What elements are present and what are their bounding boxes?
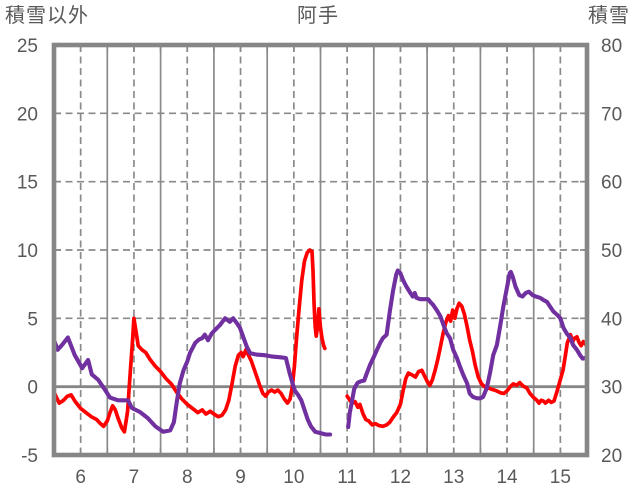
x-tick-label: 10 [283, 467, 304, 488]
x-tick-label: 14 [496, 467, 518, 488]
series-snow-depth-line [54, 316, 333, 437]
y-left-tick-label: 0 [27, 378, 38, 399]
chart-title: 阿手 [297, 5, 339, 27]
x-tick-label: 15 [550, 467, 571, 488]
y-right-tick-label: 20 [601, 446, 622, 467]
x-tick-label: 9 [235, 467, 246, 488]
x-tick-label: 12 [390, 467, 411, 488]
right-axis-title: 積雪 [588, 5, 630, 27]
x-tick-label: 7 [129, 467, 140, 488]
x-tick-label: 13 [443, 467, 464, 488]
y-left-tick-label: 20 [17, 104, 38, 125]
x-tick-label: 8 [182, 467, 193, 488]
y-left-tick-label: 25 [17, 36, 38, 57]
x-tick-label: 6 [75, 467, 86, 488]
left-axis-title: 積雪以外 [5, 5, 89, 27]
y-left-tick-label: 5 [27, 309, 38, 330]
series-other-than-snow-line [54, 248, 327, 434]
series-snow-depth-line [346, 268, 587, 430]
x-tick-label: 11 [337, 467, 357, 488]
series-other-than-snow-line [345, 301, 587, 429]
y-right-tick-label: 50 [601, 241, 622, 262]
plot-border [51, 42, 590, 458]
y-left-tick-label: -5 [21, 446, 38, 467]
y-right-tick-label: 30 [601, 378, 622, 399]
y-left-tick-label: 15 [17, 173, 38, 194]
y-left-tick-label: 10 [17, 241, 38, 262]
y-right-tick-label: 40 [601, 309, 622, 330]
y-right-tick-label: 60 [601, 173, 622, 194]
y-right-tick-label: 70 [601, 104, 622, 125]
y-right-tick-label: 80 [601, 36, 622, 57]
